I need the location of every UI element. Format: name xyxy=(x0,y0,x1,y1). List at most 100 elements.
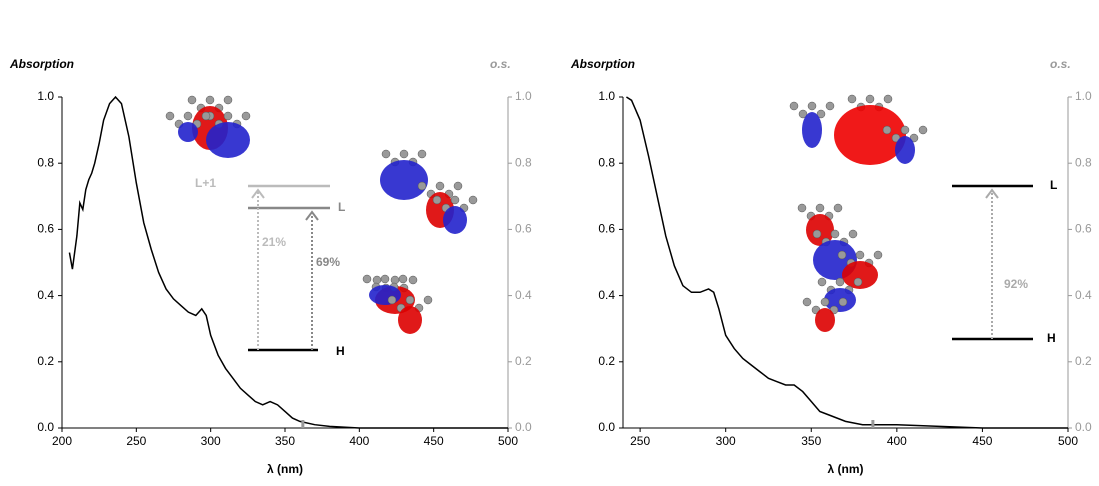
atom xyxy=(807,101,817,111)
x-tick-label: 250 xyxy=(630,434,650,448)
orbital-lobe xyxy=(178,122,198,142)
atom xyxy=(408,275,418,285)
y2-tick-label: 0.6 xyxy=(515,222,532,236)
x-tick-label: 350 xyxy=(801,434,821,448)
y2-tick-label: 1.0 xyxy=(515,89,532,103)
atom xyxy=(873,250,883,260)
atom xyxy=(853,277,863,287)
y2-axis-label: o.s. xyxy=(1050,57,1071,71)
x-tick-label: 300 xyxy=(716,434,736,448)
atom xyxy=(797,203,807,213)
x-tick-label: 400 xyxy=(887,434,907,448)
y2-tick-label: 0.4 xyxy=(515,288,532,302)
atom xyxy=(918,125,928,135)
atom xyxy=(855,250,865,260)
atom xyxy=(815,203,825,213)
y-axis-label: Absorption xyxy=(570,57,635,71)
orbital-lobe xyxy=(369,285,401,305)
atom xyxy=(183,111,193,121)
transition-label: 92% xyxy=(1004,277,1028,291)
atom xyxy=(399,149,409,159)
atom xyxy=(798,109,808,119)
atom xyxy=(812,229,822,239)
x-tick-label: 300 xyxy=(201,434,221,448)
atom xyxy=(453,181,463,191)
x-axis-label: λ (nm) xyxy=(828,462,864,476)
y-tick-label: 0.8 xyxy=(37,155,54,169)
y2-tick-label: 0.8 xyxy=(1075,155,1092,169)
atom xyxy=(201,111,211,121)
atom xyxy=(381,149,391,159)
atom xyxy=(450,195,460,205)
x-tick-label: 500 xyxy=(1058,434,1078,448)
x-tick-label: 200 xyxy=(52,434,72,448)
y2-tick-label: 0.2 xyxy=(515,354,532,368)
atom xyxy=(362,274,372,284)
orbital-lobe xyxy=(815,308,835,332)
atom xyxy=(816,109,826,119)
orbital-lobe xyxy=(443,206,467,234)
atom xyxy=(223,111,233,121)
y-tick-label: 0.0 xyxy=(37,420,54,434)
atom xyxy=(417,181,427,191)
level-label: L xyxy=(1050,178,1057,192)
y2-tick-label: 0.6 xyxy=(1075,222,1092,236)
atom xyxy=(817,277,827,287)
atom xyxy=(372,275,382,285)
arrow-head xyxy=(305,210,319,221)
atom xyxy=(825,101,835,111)
orbital-lobe xyxy=(895,136,915,164)
atom xyxy=(789,101,799,111)
y2-tick-label: 0.4 xyxy=(1075,288,1092,302)
y-tick-label: 0.2 xyxy=(598,354,615,368)
atom xyxy=(390,275,400,285)
x-tick-label: 500 xyxy=(498,434,518,448)
level-label: L+1 xyxy=(195,176,216,190)
atom xyxy=(223,95,233,105)
atom xyxy=(165,111,175,121)
y-tick-label: 0.6 xyxy=(598,222,615,236)
orbital-lobe xyxy=(842,261,878,289)
transition-label: 21% xyxy=(262,235,286,249)
atom xyxy=(398,274,408,284)
y-tick-label: 0.6 xyxy=(37,222,54,236)
x-tick-label: 400 xyxy=(349,434,369,448)
y2-axis-label: o.s. xyxy=(490,57,511,71)
atom xyxy=(380,274,390,284)
atom xyxy=(830,229,840,239)
atom xyxy=(900,125,910,135)
atom xyxy=(848,229,858,239)
y-tick-label: 0.0 xyxy=(598,420,615,434)
y2-tick-label: 0.0 xyxy=(1075,420,1092,434)
y-tick-label: 0.8 xyxy=(598,155,615,169)
atom xyxy=(802,297,812,307)
x-axis-label: λ (nm) xyxy=(267,462,303,476)
atom xyxy=(847,94,857,104)
x-tick-label: 450 xyxy=(972,434,992,448)
atom xyxy=(432,195,442,205)
atom xyxy=(405,295,415,305)
atom xyxy=(417,149,427,159)
y2-tick-label: 1.0 xyxy=(1075,89,1092,103)
atom xyxy=(468,195,478,205)
arrow-head xyxy=(985,188,999,199)
y-axis-label: Absorption xyxy=(9,57,74,71)
transition-label: 69% xyxy=(316,255,340,269)
atom xyxy=(837,250,847,260)
atom xyxy=(187,95,197,105)
y2-tick-label: 0.8 xyxy=(515,155,532,169)
atom xyxy=(838,297,848,307)
atom xyxy=(387,295,397,305)
atom xyxy=(833,203,843,213)
y2-tick-label: 0.2 xyxy=(1075,354,1092,368)
atom xyxy=(205,95,215,105)
y-tick-label: 1.0 xyxy=(598,89,615,103)
spectrum-line xyxy=(68,95,508,429)
y-tick-label: 1.0 xyxy=(37,89,54,103)
orbital-lobe xyxy=(802,112,822,148)
arrow-head xyxy=(251,188,265,199)
y2-tick-label: 0.0 xyxy=(515,420,532,434)
atom xyxy=(865,94,875,104)
level-label: L xyxy=(338,200,345,214)
